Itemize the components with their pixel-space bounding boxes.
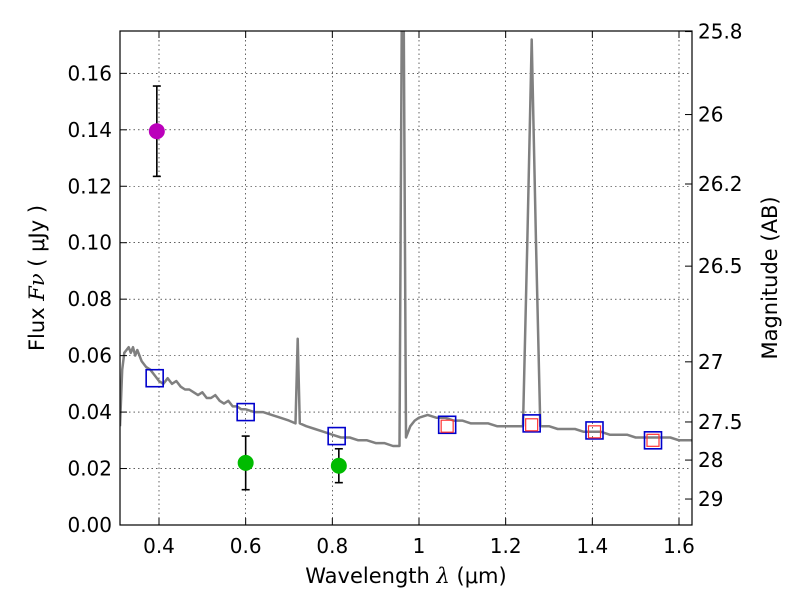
y-tick-label: 0.04 (67, 400, 112, 424)
observed-square-marker (587, 425, 602, 439)
y-tick-label: 0.14 (67, 118, 112, 142)
x-tick-label: 1.2 (490, 534, 522, 558)
plot-series (120, 31, 692, 491)
y2-tick-label: 27.5 (698, 410, 743, 434)
y2-axis-title: Magnitude (AB) (758, 196, 782, 359)
y-tick-label: 0.06 (67, 344, 112, 368)
model-square-marker (145, 368, 164, 388)
y-axis-title: Flux Fν ( μJy ) (25, 205, 49, 351)
y2-tick-label: 28 (698, 448, 723, 472)
x-axis-title: Wavelength λ (μm) (305, 564, 506, 588)
model-square-marker (327, 426, 346, 446)
model-square-marker (437, 415, 457, 435)
detection-point (148, 123, 165, 140)
axes: 0.4 0.6 0.8 1 1.2 1.4 1.6 0.00 0.02 0.04 0.06 0.08 0… (67, 20, 742, 558)
x-tick-label: 1.4 (576, 534, 608, 558)
spectrum-line (120, 31, 692, 448)
y2-tick-label: 26.2 (698, 172, 743, 196)
model-square-marker (522, 414, 541, 433)
y-tick-label: 0.00 (67, 513, 112, 537)
y-tick-label: 0.08 (67, 287, 112, 311)
x-tick-label: 1 (413, 534, 426, 558)
observed-square-marker (646, 433, 660, 447)
detection-point (330, 457, 347, 474)
y2-tick-label: 29 (698, 487, 723, 511)
y-tick-label: 0.10 (67, 231, 112, 255)
x-tick-label: 1.6 (663, 534, 695, 558)
model-square-marker (236, 402, 255, 422)
observed-square-marker (440, 419, 454, 433)
x-tick-label: 0.6 (230, 534, 262, 558)
y2-tick-label: 26 (698, 103, 723, 127)
x-tick-label: 0.8 (316, 534, 348, 558)
model-square-marker (643, 431, 663, 450)
y2-tick-label: 26.5 (698, 254, 743, 278)
plot-content (120, 31, 692, 491)
x-tick-label: 0.4 (143, 534, 175, 558)
y-tick-label: 0.02 (67, 457, 112, 481)
y-tick-label: 0.12 (67, 174, 112, 198)
model-square-marker (585, 421, 604, 440)
y2-tick-label: 27 (698, 350, 723, 374)
y2-tick-label: 25.8 (698, 20, 743, 44)
observed-square-marker (525, 418, 539, 432)
y-tick-label: 0.16 (67, 61, 112, 85)
plot-frame (119, 30, 693, 526)
detection-point (237, 454, 254, 471)
